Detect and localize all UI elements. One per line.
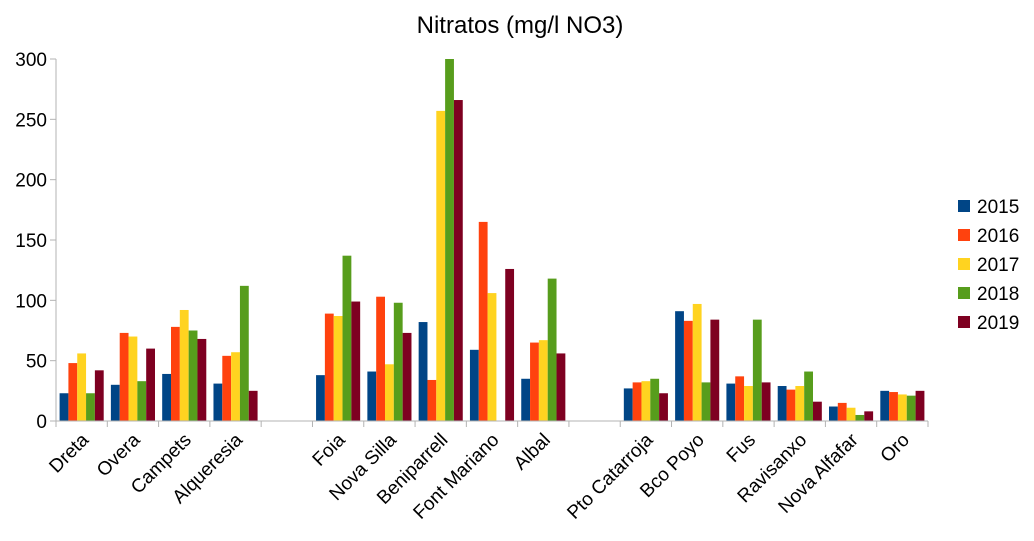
bar <box>342 255 352 421</box>
y-tick-label: 100 <box>15 291 47 312</box>
bar <box>316 375 325 421</box>
x-tick-label: Foia <box>309 429 350 470</box>
bar <box>530 342 539 421</box>
bar <box>804 371 813 421</box>
y-tick-label: 300 <box>15 50 47 71</box>
bar <box>119 332 129 421</box>
bar <box>744 386 753 421</box>
bar <box>505 268 515 421</box>
bar <box>94 370 104 421</box>
y-tick-label: 50 <box>26 352 47 373</box>
y-tick-label: 0 <box>36 412 47 433</box>
bar <box>829 406 838 421</box>
x-tick-label: Dreta <box>45 429 93 477</box>
bar <box>683 320 693 421</box>
legend-label: 2016 <box>977 226 1019 247</box>
bar <box>538 340 548 421</box>
bar <box>68 363 78 421</box>
legend-label: 2018 <box>977 284 1019 305</box>
bar <box>650 378 660 421</box>
bar <box>906 395 916 421</box>
bar <box>837 402 847 421</box>
bar <box>659 393 668 421</box>
bar <box>786 389 796 421</box>
bar <box>171 326 180 421</box>
bar <box>726 383 736 421</box>
bar <box>813 401 822 421</box>
bar <box>880 390 890 421</box>
bar <box>427 379 437 421</box>
bar <box>855 414 865 421</box>
bar <box>777 386 787 421</box>
bar <box>795 386 805 421</box>
bar <box>248 390 258 421</box>
bar <box>86 393 95 421</box>
x-tick-label: Fus <box>723 430 760 467</box>
legend-swatch <box>958 258 970 270</box>
bar <box>351 301 361 421</box>
legend-label: 2019 <box>977 313 1019 334</box>
bar <box>701 382 711 421</box>
y-tick-label: 250 <box>15 110 47 131</box>
bar <box>641 381 651 421</box>
bar <box>188 330 198 421</box>
legend-swatch <box>958 229 970 241</box>
legend-swatch <box>958 200 970 212</box>
bar <box>231 352 240 421</box>
x-tick-label: Pto Catarroja <box>563 429 657 523</box>
y-tick-label: 150 <box>15 231 47 252</box>
bar <box>478 221 488 421</box>
bar <box>402 332 412 421</box>
legend-label: 2015 <box>977 197 1019 218</box>
bar <box>393 302 403 421</box>
chart-title: Nitratos (mg/l NO3) <box>417 12 624 39</box>
bar <box>59 393 69 421</box>
bar <box>77 353 87 421</box>
bar <box>376 296 385 421</box>
bar <box>632 382 642 421</box>
bar <box>436 110 446 421</box>
bar <box>487 293 497 421</box>
legend-label: 2017 <box>977 255 1019 276</box>
bar <box>547 278 557 421</box>
legend-swatch <box>958 316 970 328</box>
bar <box>752 319 762 421</box>
bar <box>146 348 155 421</box>
x-tick-label: Albal <box>510 430 555 475</box>
bar <box>324 313 334 421</box>
legend-swatch <box>958 287 970 299</box>
bar <box>418 322 428 421</box>
bar <box>333 316 343 421</box>
bar <box>367 371 377 421</box>
bar <box>710 319 720 421</box>
bar <box>556 353 566 421</box>
bar <box>110 384 120 421</box>
bar <box>889 392 898 421</box>
bar <box>385 364 394 421</box>
bar <box>469 349 479 421</box>
bar <box>521 378 531 421</box>
bar <box>197 338 207 421</box>
bar <box>128 336 138 421</box>
bar <box>846 407 856 421</box>
bar <box>239 285 249 421</box>
x-tick-label: Oro <box>877 430 914 467</box>
bar <box>692 303 702 421</box>
y-tick-label: 200 <box>15 171 47 192</box>
bar <box>453 100 463 421</box>
bar <box>137 381 147 421</box>
bar <box>897 394 907 421</box>
bar <box>915 390 925 421</box>
bar <box>623 388 633 421</box>
bar <box>735 376 745 421</box>
bar <box>162 373 171 421</box>
bar <box>213 383 223 421</box>
bar <box>864 411 874 421</box>
bar <box>445 59 454 421</box>
bar <box>222 355 232 421</box>
bar <box>179 309 189 421</box>
bar <box>761 382 771 421</box>
bar <box>675 311 684 421</box>
